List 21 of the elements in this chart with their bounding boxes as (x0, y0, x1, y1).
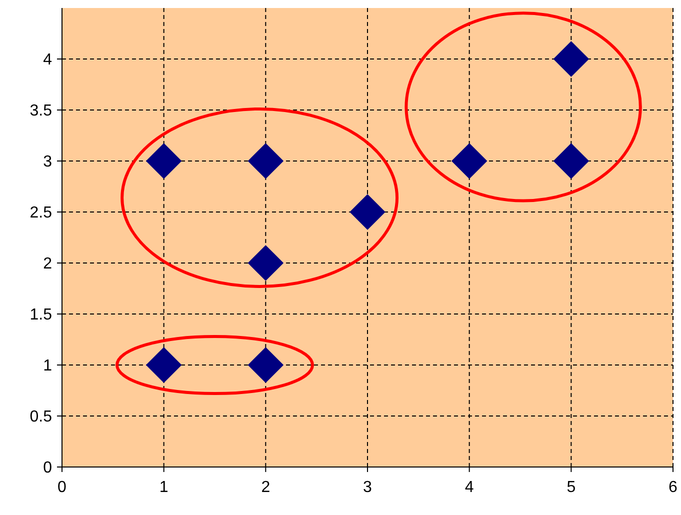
x-tick-label: 4 (464, 479, 474, 496)
y-tick-label: 2.5 (30, 204, 52, 222)
point (553, 143, 590, 179)
point (553, 41, 590, 77)
y-tick-label: 3.5 (30, 102, 52, 120)
y-tick-label: 3 (43, 154, 52, 171)
y-tick-label: 4 (43, 52, 52, 69)
y-tick-label: 2 (43, 256, 52, 273)
x-tick-label: 2 (261, 479, 270, 496)
point (451, 143, 488, 179)
x-tick-label: 1 (159, 479, 168, 496)
point (248, 347, 284, 383)
y-tick-label: 1 (43, 358, 52, 375)
point (146, 347, 182, 383)
x-tick-label: 5 (566, 479, 576, 496)
x-tick-label: 3 (363, 479, 372, 496)
y-tick-label: 0.5 (30, 408, 52, 426)
y-tick-label: 0 (43, 460, 52, 477)
x-tick-label: 6 (668, 479, 678, 496)
x-tick-label: 0 (58, 479, 67, 496)
y-tick-label: 1.5 (30, 306, 52, 324)
